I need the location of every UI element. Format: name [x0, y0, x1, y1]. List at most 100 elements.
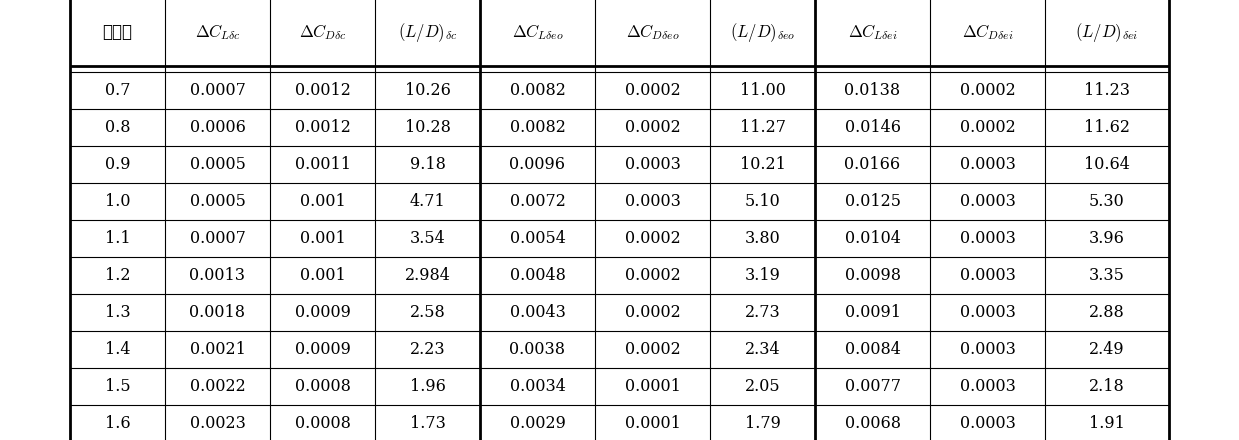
Text: 0.0072: 0.0072	[509, 193, 565, 210]
Text: 4.71: 4.71	[410, 193, 445, 210]
Text: 2.18: 2.18	[1089, 378, 1125, 395]
Text: 0.0013: 0.0013	[190, 267, 245, 284]
Text: 0.0003: 0.0003	[959, 230, 1016, 247]
Text: 2.88: 2.88	[1089, 304, 1125, 321]
Text: 0.7: 0.7	[105, 82, 130, 99]
Text: 0.0011: 0.0011	[295, 156, 351, 173]
Text: 0.0003: 0.0003	[624, 156, 680, 173]
Text: 0.0048: 0.0048	[509, 267, 565, 284]
Text: $(L/D)_{\delta ei}$: $(L/D)_{\delta ei}$	[1075, 21, 1139, 44]
Text: 3.35: 3.35	[1089, 267, 1125, 284]
Text: 0.0009: 0.0009	[295, 341, 351, 358]
Text: 0.0008: 0.0008	[295, 415, 351, 432]
Text: 0.0003: 0.0003	[959, 267, 1016, 284]
Text: $\Delta C_{D\delta eo}$: $\Delta C_{D\delta eo}$	[626, 22, 679, 42]
Text: 0.0125: 0.0125	[845, 193, 901, 210]
Text: 0.0005: 0.0005	[190, 193, 245, 210]
Text: 1.4: 1.4	[105, 341, 130, 358]
Text: 1.5: 1.5	[104, 378, 130, 395]
Text: 0.0003: 0.0003	[959, 415, 1016, 432]
Text: 1.73: 1.73	[410, 415, 446, 432]
Text: 0.0001: 0.0001	[624, 378, 680, 395]
Text: 0.0043: 0.0043	[509, 304, 565, 321]
Text: $\Delta C_{D\delta ei}$: $\Delta C_{D\delta ei}$	[961, 22, 1014, 42]
Text: 0.0002: 0.0002	[960, 82, 1016, 99]
Text: 0.0002: 0.0002	[624, 304, 680, 321]
Text: 11.00: 11.00	[740, 82, 786, 99]
Text: $(L/D)_{\delta c}$: $(L/D)_{\delta c}$	[398, 21, 457, 44]
Text: 0.0138: 0.0138	[845, 82, 901, 99]
Text: 0.0003: 0.0003	[959, 193, 1016, 210]
Text: 0.0146: 0.0146	[845, 119, 901, 136]
Text: 0.0068: 0.0068	[845, 415, 901, 432]
Text: 马赫数: 马赫数	[103, 23, 133, 41]
Text: 0.001: 0.001	[300, 230, 346, 247]
Text: 0.0166: 0.0166	[845, 156, 901, 173]
Text: 1.96: 1.96	[410, 378, 446, 395]
Text: 0.0007: 0.0007	[190, 82, 245, 99]
Text: 0.0077: 0.0077	[845, 378, 901, 395]
Text: 10.21: 10.21	[740, 156, 786, 173]
Text: 1.0: 1.0	[105, 193, 130, 210]
Text: 0.0002: 0.0002	[624, 341, 680, 358]
Text: $\Delta C_{D\delta c}$: $\Delta C_{D\delta c}$	[299, 22, 347, 42]
Text: 0.0098: 0.0098	[845, 267, 901, 284]
Text: 10.28: 10.28	[405, 119, 451, 136]
Text: 5.10: 5.10	[745, 193, 781, 210]
Text: 2.73: 2.73	[745, 304, 781, 321]
Text: 0.001: 0.001	[300, 267, 346, 284]
Text: $\Delta C_{L\delta ei}$: $\Delta C_{L\delta ei}$	[847, 22, 897, 42]
Text: 0.0104: 0.0104	[845, 230, 901, 247]
Text: 0.0003: 0.0003	[624, 193, 680, 210]
Text: 1.6: 1.6	[104, 415, 130, 432]
Text: 0.0021: 0.0021	[190, 341, 245, 358]
Text: 0.0096: 0.0096	[509, 156, 565, 173]
Text: $\Delta C_{L\delta c}$: $\Delta C_{L\delta c}$	[195, 22, 240, 42]
Text: 2.23: 2.23	[410, 341, 445, 358]
Text: 1.1: 1.1	[104, 230, 130, 247]
Text: 0.0082: 0.0082	[509, 119, 565, 136]
Text: 2.984: 2.984	[405, 267, 451, 284]
Text: 11.62: 11.62	[1084, 119, 1130, 136]
Text: $(L/D)_{\delta eo}$: $(L/D)_{\delta eo}$	[730, 21, 795, 44]
Text: 0.9: 0.9	[105, 156, 130, 173]
Text: 0.0001: 0.0001	[624, 415, 680, 432]
Text: 1.91: 1.91	[1089, 415, 1125, 432]
Text: 0.0018: 0.0018	[190, 304, 245, 321]
Text: 0.0007: 0.0007	[190, 230, 245, 247]
Text: 2.34: 2.34	[745, 341, 781, 358]
Text: 9.18: 9.18	[410, 156, 446, 173]
Text: 3.80: 3.80	[745, 230, 781, 247]
Text: 2.05: 2.05	[745, 378, 781, 395]
Text: 0.0034: 0.0034	[509, 378, 565, 395]
Text: 0.0054: 0.0054	[509, 230, 565, 247]
Text: 0.0003: 0.0003	[959, 378, 1016, 395]
Text: 3.19: 3.19	[745, 267, 781, 284]
Text: 0.0022: 0.0022	[190, 378, 245, 395]
Text: 0.0012: 0.0012	[295, 119, 351, 136]
Text: 0.0008: 0.0008	[295, 378, 351, 395]
Text: 0.0002: 0.0002	[624, 267, 680, 284]
Text: 0.8: 0.8	[105, 119, 130, 136]
Text: $\Delta C_{L\delta eo}$: $\Delta C_{L\delta eo}$	[512, 22, 564, 42]
Text: 0.0003: 0.0003	[959, 156, 1016, 173]
Text: 0.0006: 0.0006	[190, 119, 245, 136]
Text: 0.0002: 0.0002	[624, 230, 680, 247]
Text: 2.49: 2.49	[1089, 341, 1125, 358]
Text: 0.0082: 0.0082	[509, 82, 565, 99]
Text: 0.0038: 0.0038	[509, 341, 565, 358]
Text: 0.0002: 0.0002	[624, 119, 680, 136]
Text: 10.64: 10.64	[1084, 156, 1130, 173]
Text: 0.0023: 0.0023	[190, 415, 245, 432]
Text: 1.79: 1.79	[745, 415, 781, 432]
Text: 5.30: 5.30	[1089, 193, 1125, 210]
Text: 0.0003: 0.0003	[959, 304, 1016, 321]
Text: 0.0084: 0.0084	[845, 341, 901, 358]
Text: 3.54: 3.54	[410, 230, 445, 247]
Text: 0.0012: 0.0012	[295, 82, 351, 99]
Text: 2.58: 2.58	[410, 304, 445, 321]
Text: 0.001: 0.001	[300, 193, 346, 210]
Text: 3.96: 3.96	[1089, 230, 1125, 247]
Text: 10.26: 10.26	[405, 82, 451, 99]
Text: 0.0091: 0.0091	[845, 304, 901, 321]
